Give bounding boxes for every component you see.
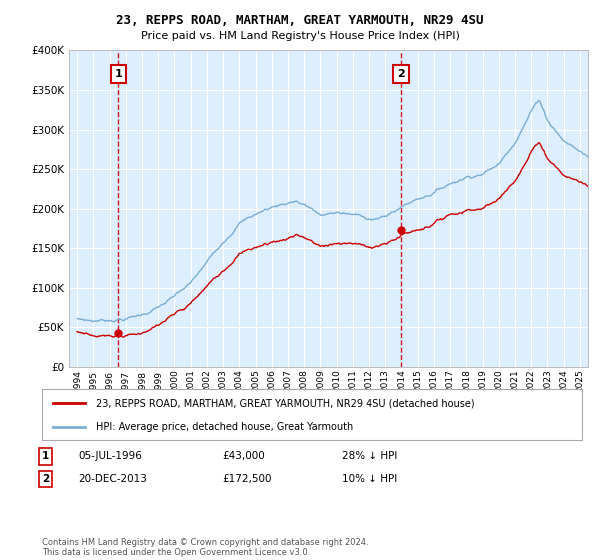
Text: £172,500: £172,500: [222, 474, 271, 484]
Text: 23, REPPS ROAD, MARTHAM, GREAT YARMOUTH, NR29 4SU: 23, REPPS ROAD, MARTHAM, GREAT YARMOUTH,…: [116, 14, 484, 27]
Text: Price paid vs. HM Land Registry's House Price Index (HPI): Price paid vs. HM Land Registry's House …: [140, 31, 460, 41]
Text: 1: 1: [115, 69, 122, 79]
Text: 05-JUL-1996: 05-JUL-1996: [78, 451, 142, 461]
Text: 2: 2: [397, 69, 405, 79]
Text: 23, REPPS ROAD, MARTHAM, GREAT YARMOUTH, NR29 4SU (detached house): 23, REPPS ROAD, MARTHAM, GREAT YARMOUTH,…: [96, 398, 475, 408]
Text: 20-DEC-2013: 20-DEC-2013: [78, 474, 147, 484]
Text: 2: 2: [42, 474, 49, 484]
Text: Contains HM Land Registry data © Crown copyright and database right 2024.
This d: Contains HM Land Registry data © Crown c…: [42, 538, 368, 557]
Text: 10% ↓ HPI: 10% ↓ HPI: [342, 474, 397, 484]
Text: 1: 1: [42, 451, 49, 461]
Text: 28% ↓ HPI: 28% ↓ HPI: [342, 451, 397, 461]
Text: HPI: Average price, detached house, Great Yarmouth: HPI: Average price, detached house, Grea…: [96, 422, 353, 432]
FancyBboxPatch shape: [42, 389, 582, 440]
Text: £43,000: £43,000: [222, 451, 265, 461]
